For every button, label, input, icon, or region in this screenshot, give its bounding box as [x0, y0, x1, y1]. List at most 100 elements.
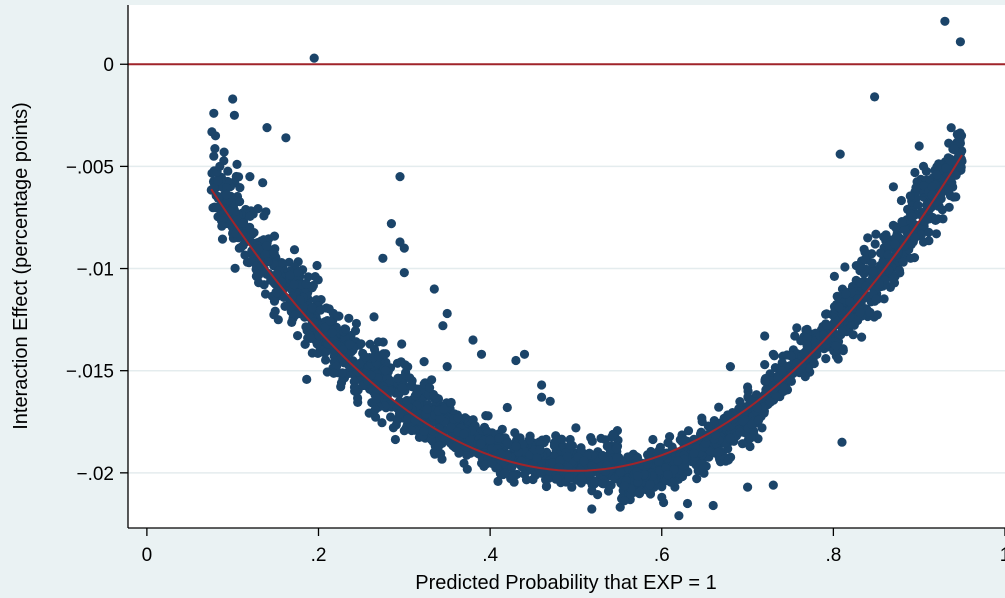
scatter-point: [930, 215, 941, 225]
y-tick-label: −.02: [76, 464, 114, 485]
scatter-point: [725, 433, 735, 443]
scatter-point: [593, 490, 603, 500]
scatter-point: [948, 192, 959, 202]
scatter-point: [493, 476, 503, 486]
scatter-point: [745, 441, 755, 452]
scatter-point: [542, 481, 552, 491]
scatter-point: [879, 232, 889, 242]
scatter-point: [860, 247, 870, 257]
scatter-point: [425, 383, 435, 393]
scatter-point: [453, 413, 463, 423]
scatter-point: [325, 316, 335, 326]
scatter-point: [353, 393, 363, 403]
scatter-point: [857, 262, 867, 272]
scatter-point: [337, 368, 347, 378]
scatter-point: [217, 234, 228, 244]
scatter-point: [590, 476, 600, 486]
scatter-point: [210, 144, 220, 154]
scatter-point: [910, 233, 920, 243]
scatter-point: [392, 416, 402, 426]
scatter-point: [290, 310, 300, 320]
scatter-point: [459, 429, 469, 439]
scatter-point: [235, 197, 245, 207]
scatter-point: [293, 331, 303, 341]
scatter-point: [380, 365, 391, 376]
scatter-point: [370, 405, 380, 415]
scatter-point: [786, 351, 796, 361]
scatter-point: [747, 419, 757, 429]
scatter-point: [315, 305, 325, 315]
scatter-point: [845, 296, 855, 307]
scatter-point: [217, 221, 227, 231]
scatter-point: [511, 355, 521, 366]
scatter-points: [209, 16, 966, 521]
scatter-point: [378, 337, 388, 347]
scatter-point: [737, 439, 748, 449]
scatter-point: [446, 422, 456, 433]
scatter-point: [502, 438, 513, 448]
scatter-point: [307, 303, 317, 313]
scatter-point: [703, 421, 713, 431]
scatter-point: [760, 360, 770, 370]
scatter-point: [840, 262, 850, 272]
scatter-point: [874, 279, 885, 289]
scatter-point: [949, 144, 960, 154]
scatter-point: [532, 453, 542, 463]
scatter-point: [871, 294, 881, 304]
scatter-point: [219, 147, 229, 157]
scatter-point: [502, 402, 512, 413]
scatter-point: [253, 204, 263, 214]
scatter-point: [507, 470, 518, 480]
scatter-point: [597, 478, 608, 489]
scatter-point: [272, 269, 282, 279]
scatter-point: [262, 123, 272, 133]
scatter-point: [537, 392, 547, 402]
scatter-point: [890, 239, 900, 249]
scatter-point: [778, 382, 789, 392]
scatter-point: [350, 326, 361, 336]
scatter-point: [837, 437, 847, 447]
scatter-point: [481, 411, 491, 421]
scatter-point: [259, 211, 269, 221]
scatter-point: [497, 424, 507, 434]
scatter-point: [760, 376, 770, 386]
scatter-point: [918, 237, 929, 247]
scatter-point: [209, 108, 219, 118]
scatter-point: [565, 440, 575, 450]
x-axis-title: Predicted Probability that EXP = 1: [415, 572, 716, 594]
scatter-point: [945, 156, 956, 166]
x-tick-label: 0: [142, 545, 153, 566]
scatter-point: [223, 166, 233, 176]
scatter-point: [743, 482, 753, 492]
scatter-point: [321, 347, 331, 357]
scatter-point: [714, 402, 724, 412]
scatter-point: [725, 362, 736, 372]
scatter-point: [753, 434, 763, 444]
scatter-point: [952, 129, 962, 139]
scatter-point: [598, 450, 608, 461]
scatter-point: [422, 404, 432, 414]
scatter-point: [230, 263, 240, 273]
scatter-point: [564, 473, 574, 483]
scatter-point: [792, 323, 802, 333]
scatter-point: [305, 333, 316, 343]
scatter-point: [680, 435, 690, 445]
scatter-point: [899, 241, 909, 251]
scatter-point: [395, 237, 405, 247]
scatter-point: [894, 265, 905, 276]
scatter-point: [870, 239, 880, 249]
scatter-point: [344, 313, 354, 323]
scatter-point: [487, 458, 497, 468]
scatter-point: [619, 481, 630, 491]
scatter-point: [872, 310, 883, 320]
scatter-point: [773, 372, 783, 382]
scatter-point: [254, 278, 264, 288]
scatter-point: [215, 161, 225, 171]
scatter-point: [907, 212, 918, 222]
scatter-point: [746, 433, 756, 443]
scatter-point: [910, 167, 920, 178]
scatter-point: [765, 397, 776, 407]
scatter-point: [757, 423, 767, 433]
x-tick-label: 1: [1000, 545, 1005, 566]
